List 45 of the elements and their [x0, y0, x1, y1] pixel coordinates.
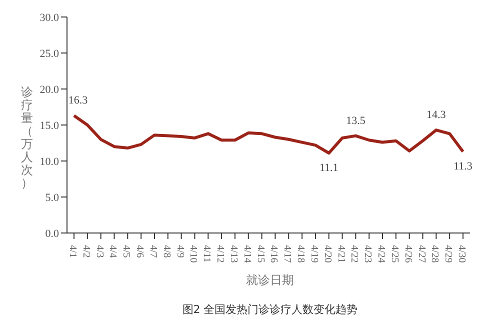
data-label: 16.3 — [68, 94, 88, 107]
data-label: 14.3 — [426, 109, 446, 122]
x-tick-label: 4/20 — [322, 245, 333, 263]
x-tick-label: 4/8 — [160, 245, 172, 258]
x-tick-label: 4/22 — [348, 245, 360, 263]
x-tick-label: 4/14 — [241, 245, 252, 263]
x-tick-label: 4/12 — [214, 245, 226, 263]
caption: 图2 全国发热门诊诊疗人数变化趋势 — [181, 302, 359, 317]
y-tick-label: 15.0 — [40, 120, 60, 132]
x-tick-label: 4/30 — [456, 245, 467, 263]
data-label: 13.5 — [346, 114, 366, 127]
x-tick-label: 4/4 — [107, 245, 118, 258]
data-label: 11.1 — [319, 162, 338, 174]
x-tick-label: 4/21 — [335, 245, 346, 263]
data-label: 11.3 — [454, 160, 473, 173]
y-tick-label: 30.0 — [40, 12, 60, 24]
x-tick-label: 4/10 — [188, 245, 199, 263]
y-tick-label: 0.0 — [45, 228, 60, 240]
y-tick-label: 5.0 — [45, 192, 60, 204]
x-tick-label: 4/9 — [174, 245, 186, 258]
x-tick-label: 4/17 — [282, 245, 293, 263]
x-tick-label: 4/13 — [228, 245, 239, 263]
y-axis-title: 诊疗量（万人次） — [20, 85, 34, 190]
x-tick-label: 4/29 — [442, 245, 454, 263]
x-tick-label: 4/23 — [362, 245, 374, 263]
x-axis-title: 就诊日期 — [245, 272, 295, 289]
y-tick-label: 20.0 — [40, 84, 60, 96]
x-tick-label: 4/16 — [268, 245, 280, 263]
x-tick-label: 4/28 — [429, 245, 440, 263]
x-tick-label: 4/18 — [295, 245, 306, 263]
x-tick-label: 4/5 — [120, 245, 132, 258]
x-tick-label: 4/2 — [80, 245, 92, 258]
x-tick-label: 4/19 — [308, 245, 320, 263]
x-tick-label: 4/27 — [416, 245, 427, 263]
y-tick-label: 10.0 — [40, 156, 60, 168]
x-tick-label: 4/24 — [376, 245, 387, 263]
x-tick-label: 4/7 — [147, 245, 158, 258]
y-tick-label: 25.0 — [40, 48, 60, 60]
x-tick-label: 4/6 — [134, 245, 146, 258]
x-tick-label: 4/3 — [94, 245, 105, 258]
x-tick-label: 4/15 — [254, 245, 266, 263]
x-tick-label: 4/1 — [67, 245, 78, 258]
x-tick-label: 4/26 — [402, 245, 414, 263]
x-tick-label: 4/25 — [388, 245, 400, 263]
x-tick-label: 4/11 — [201, 245, 212, 262]
